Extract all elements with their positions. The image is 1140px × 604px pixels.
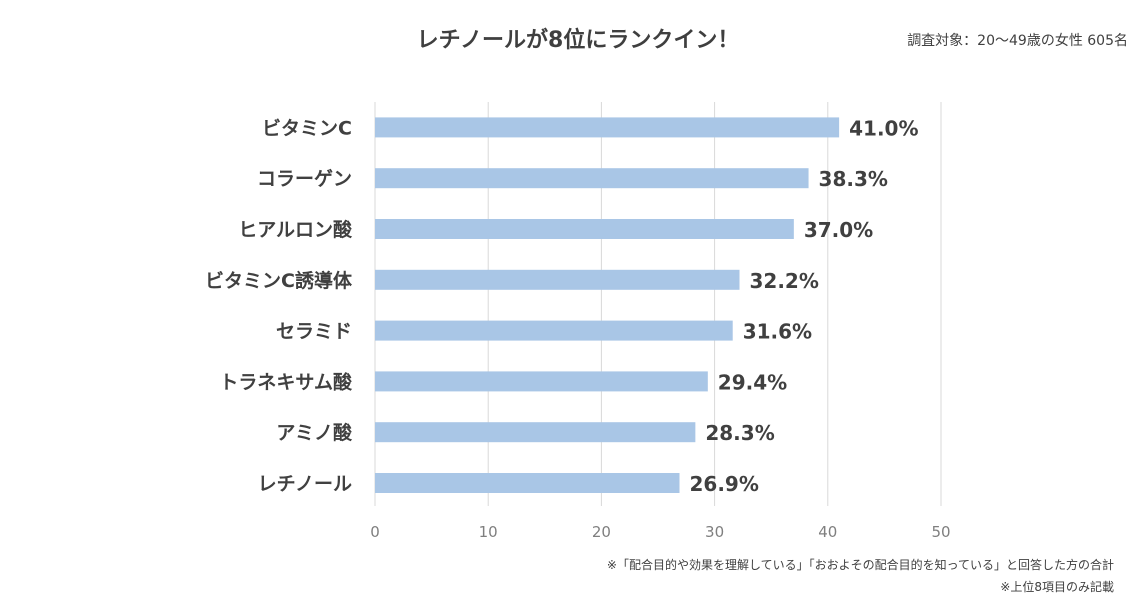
x-tick-label: 10 xyxy=(479,523,498,541)
category-label: レチノール xyxy=(258,473,352,495)
bar xyxy=(375,422,696,443)
category-label: コラーゲン xyxy=(257,168,352,190)
category-label: ビタミンC xyxy=(262,117,352,139)
category-label: セラミド xyxy=(276,321,352,343)
x-tick-label: 0 xyxy=(370,523,380,541)
bar xyxy=(375,269,740,290)
value-label: 28.3% xyxy=(705,421,774,445)
bar xyxy=(375,473,680,493)
footnote-top8: ※上位8項目のみ記載 xyxy=(1000,580,1114,594)
x-tick-label: 20 xyxy=(592,523,611,541)
survey-info: 調査対象：20〜49歳の女性 605名 xyxy=(907,33,1128,49)
value-label: 31.6% xyxy=(743,320,812,344)
bar xyxy=(375,219,794,239)
category-label: ビタミンC誘導体 xyxy=(205,269,353,292)
value-label: 32.2% xyxy=(750,269,819,293)
category-label: トラネキサム酸 xyxy=(219,370,353,393)
x-tick-label: 50 xyxy=(931,523,950,541)
x-tick-label: 30 xyxy=(705,523,724,541)
bar xyxy=(375,168,809,189)
value-label: 26.9% xyxy=(690,472,759,496)
bar xyxy=(375,117,840,138)
value-label: 37.0% xyxy=(804,218,873,242)
bar xyxy=(375,371,708,392)
bar xyxy=(375,320,733,341)
value-label: 41.0% xyxy=(849,116,918,140)
chart-title: レチノールが8位にランクイン！ xyxy=(416,28,740,53)
value-label: 29.4% xyxy=(718,370,787,394)
category-label: アミノ酸 xyxy=(276,421,353,444)
value-label: 38.3% xyxy=(819,167,888,191)
x-tick-label: 40 xyxy=(818,523,837,541)
footnote-definition: ※「配合目的や効果を理解している」「おおよその配合目的を知っている」と回答した方… xyxy=(606,558,1114,572)
category-label: ヒアルロン酸 xyxy=(238,218,353,241)
